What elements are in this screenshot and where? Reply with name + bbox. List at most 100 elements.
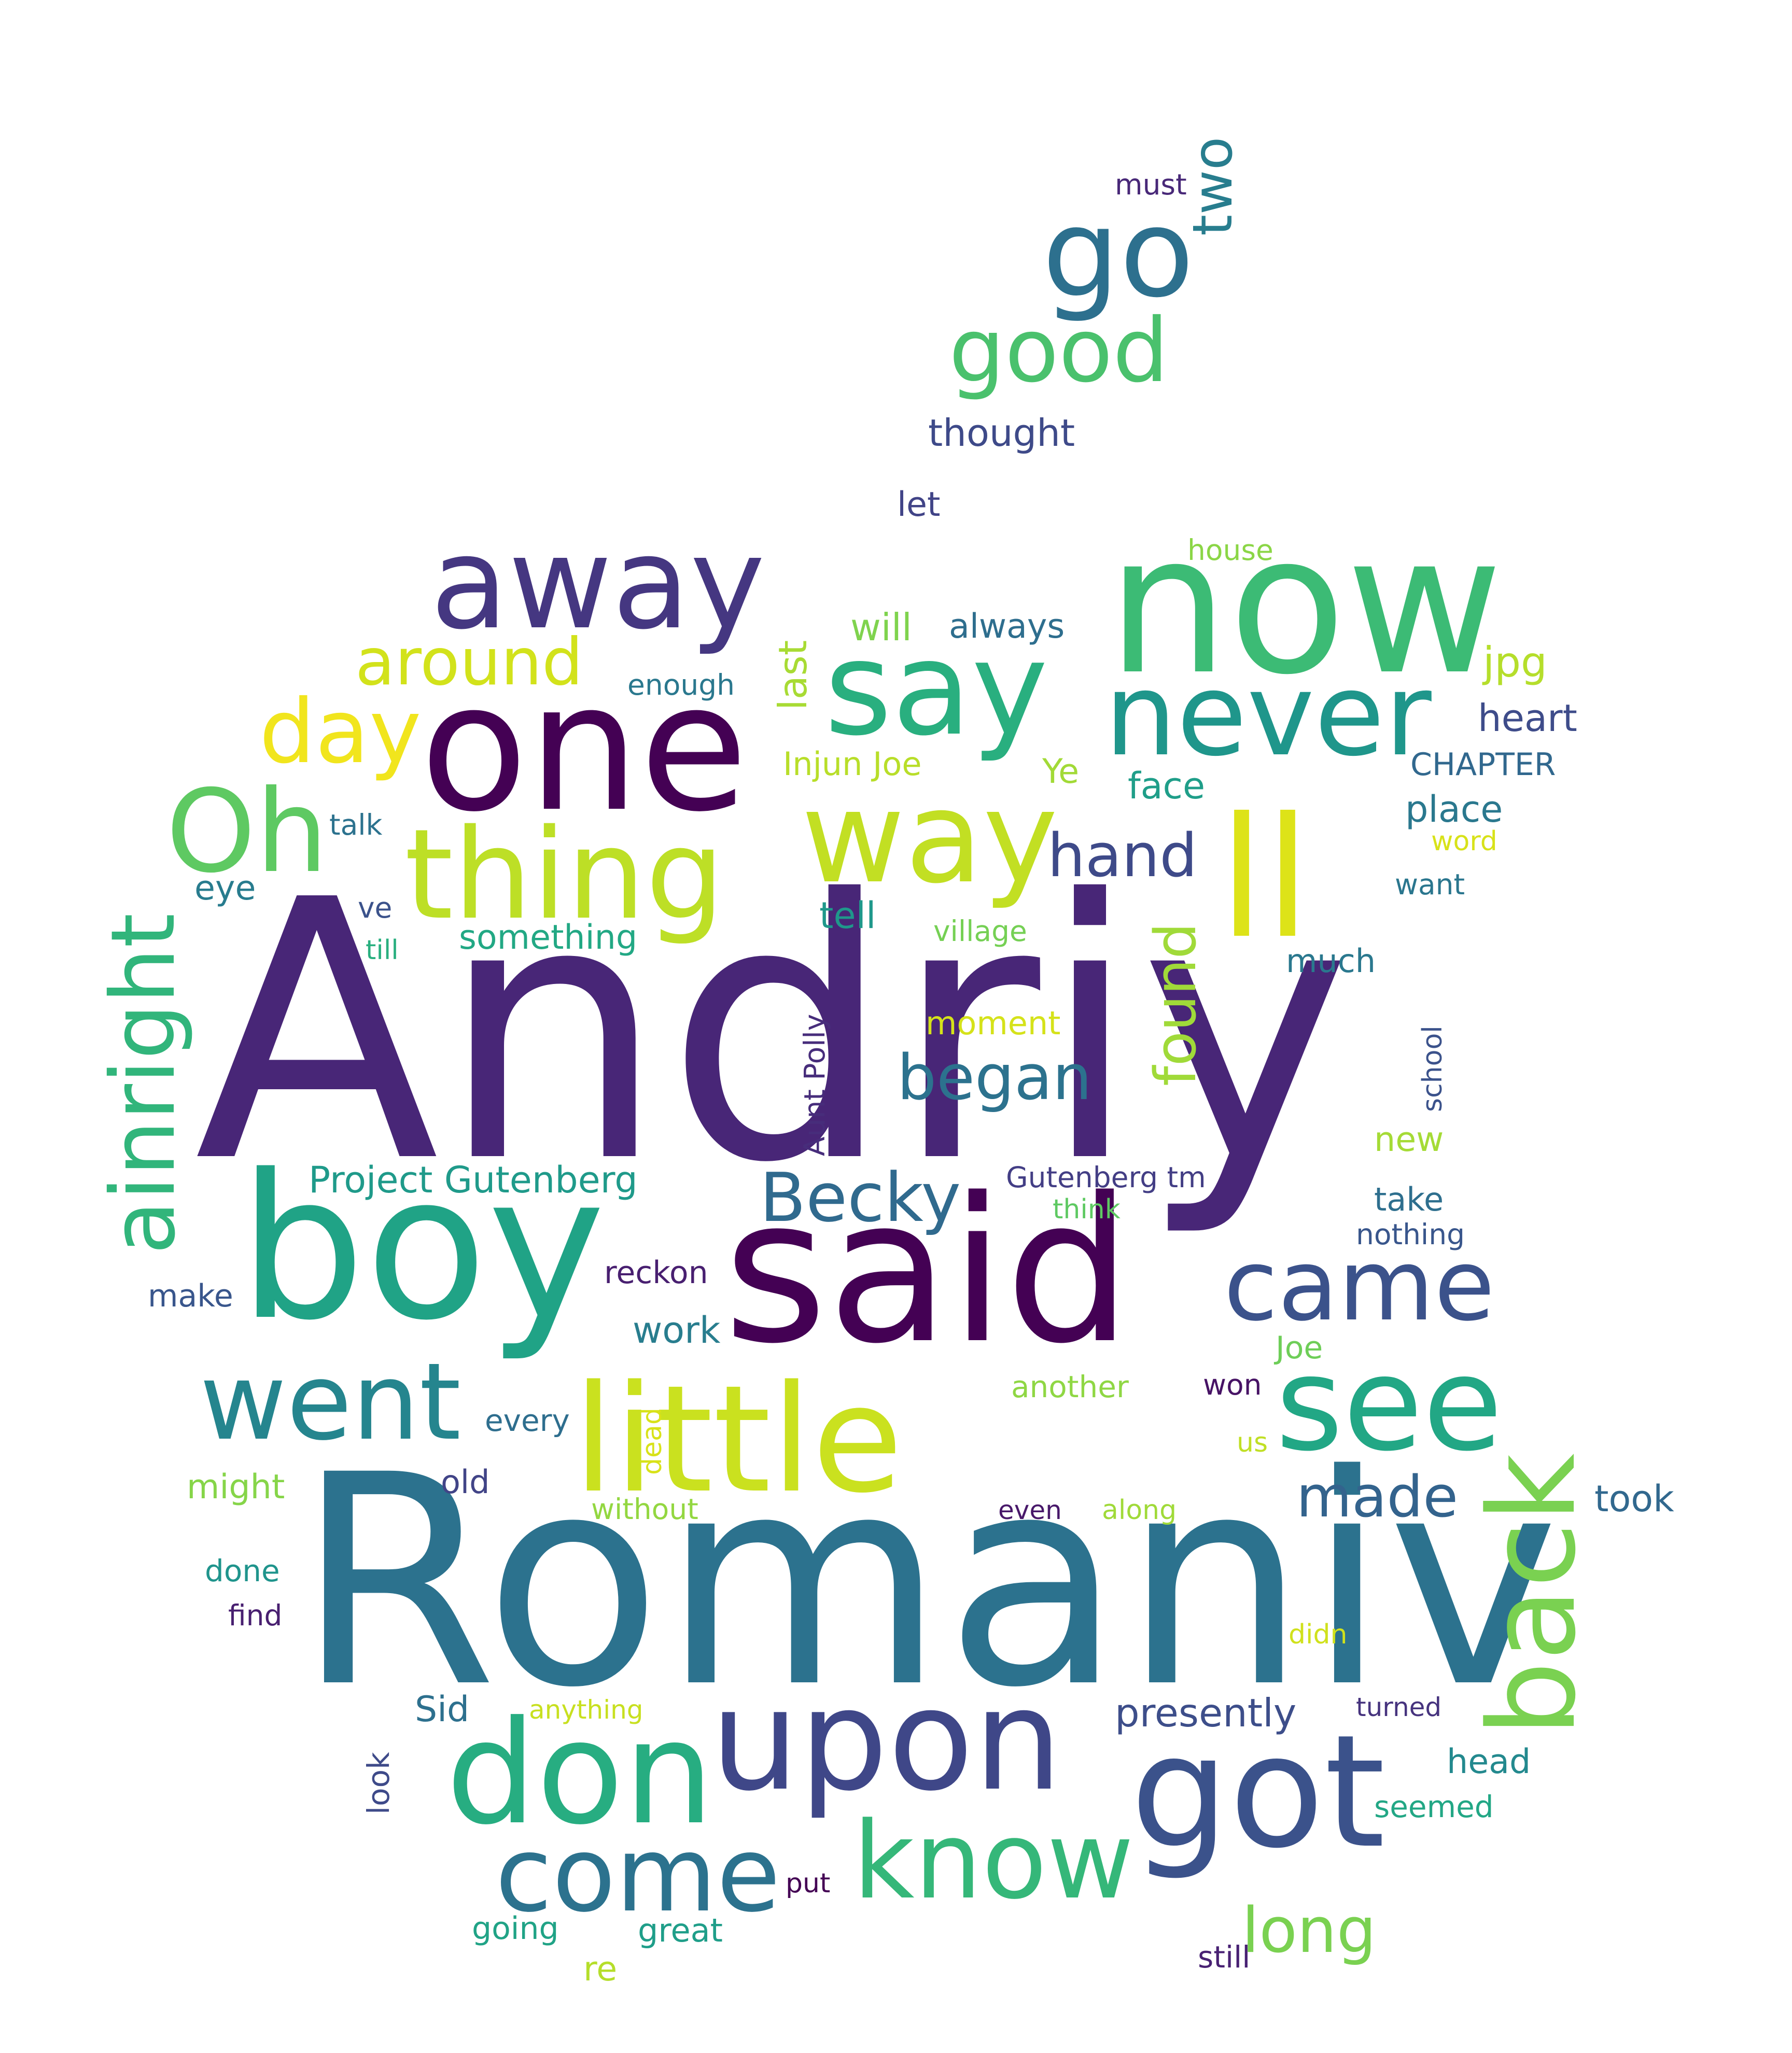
word-heart: heart <box>1478 696 1577 740</box>
word-make: make <box>148 1278 233 1314</box>
word-take: take <box>1374 1180 1444 1218</box>
word-never: never <box>1104 649 1432 781</box>
word-last: last <box>770 640 816 710</box>
word-new: new <box>1374 1120 1444 1159</box>
word-every: every <box>485 1403 570 1438</box>
word-didn: didn <box>1289 1619 1347 1650</box>
word-presently: presently <box>1115 1690 1296 1736</box>
word-something: something <box>459 918 637 957</box>
word-said: said <box>723 1155 1132 1387</box>
word-sid: Sid <box>415 1689 469 1730</box>
word-seemed: seemed <box>1374 1789 1494 1824</box>
word-must: must <box>1115 168 1187 201</box>
word-school: school <box>1417 1025 1448 1112</box>
word-now: now <box>1107 494 1503 717</box>
word-great: great <box>638 1911 723 1949</box>
word-word: word <box>1431 826 1497 857</box>
word-us: us <box>1237 1427 1268 1458</box>
word-re: re <box>583 1950 617 1989</box>
word-even: even <box>998 1495 1062 1525</box>
word-aunt-polly: Aunt Polly <box>798 1014 831 1156</box>
word-another: another <box>1011 1369 1129 1404</box>
word-boy: boy <box>239 1132 606 1364</box>
word-going: going <box>472 1910 559 1947</box>
word-away: away <box>430 510 765 657</box>
word-took: took <box>1594 1478 1674 1520</box>
word-turned: turned <box>1356 1692 1441 1722</box>
word-work: work <box>633 1309 721 1352</box>
word-oh: Oh <box>166 765 328 898</box>
word-ainright: ainright <box>92 913 195 1255</box>
word-chapter: CHAPTER <box>1410 747 1556 783</box>
word-won: won <box>1203 1368 1262 1401</box>
word-back: back <box>1464 1453 1602 1737</box>
word-without: without <box>591 1493 698 1526</box>
word-might: might <box>187 1468 285 1507</box>
word-house: house <box>1187 533 1273 567</box>
word-think: think <box>1053 1194 1121 1225</box>
word-much: much <box>1286 942 1376 980</box>
word-don: don <box>446 1690 714 1856</box>
word-got: got <box>1130 1702 1385 1882</box>
word-one: one <box>420 645 748 851</box>
word-made: made <box>1296 1464 1458 1530</box>
word-jpg: jpg <box>1482 638 1547 686</box>
word-head: head <box>1447 1742 1531 1781</box>
word-face: face <box>1128 765 1205 807</box>
word-anything: anything <box>529 1695 643 1725</box>
word-village: village <box>933 915 1027 948</box>
word-ye: Ye <box>1042 752 1079 791</box>
word-went: went <box>200 1341 461 1464</box>
word-began: began <box>897 1042 1092 1114</box>
word-thing: thing <box>404 802 724 947</box>
word-hand: hand <box>1047 821 1197 891</box>
word-know: know <box>853 1799 1134 1923</box>
word-thought: thought <box>928 411 1075 455</box>
word-see: see <box>1276 1329 1503 1480</box>
word-joe: Joe <box>1273 1330 1323 1366</box>
word-came: came <box>1224 1228 1495 1343</box>
word-find: find <box>228 1599 282 1632</box>
word-always: always <box>949 607 1065 646</box>
word-look: look <box>361 1752 396 1815</box>
word-eye: eye <box>194 869 256 908</box>
word-project-gutenberg: Project Gutenberg <box>309 1159 638 1201</box>
word-enough: enough <box>627 668 735 701</box>
word-gutenberg-tm: Gutenberg tm <box>1006 1161 1206 1194</box>
word-andriy: Andriy <box>194 824 1351 1241</box>
word-romaniv: Romaniv <box>296 1413 1559 1751</box>
word-till: till <box>366 935 399 966</box>
word-put: put <box>786 1868 830 1899</box>
word-still: still <box>1198 1939 1250 1975</box>
word-reckon: reckon <box>604 1255 708 1291</box>
word-nothing: nothing <box>1356 1218 1465 1251</box>
word-long: long <box>1242 1895 1376 1967</box>
word-little: little <box>573 1354 903 1526</box>
word-let: let <box>897 485 941 524</box>
word-dead: dead <box>637 1408 668 1475</box>
word-say: say <box>824 613 1048 764</box>
word-ve: ve <box>358 891 392 924</box>
word-ll: ll <box>1219 782 1311 975</box>
word-found: found <box>1142 923 1209 1086</box>
word-around: around <box>355 625 583 700</box>
word-upon: upon <box>710 1658 1062 1822</box>
word-old: old <box>441 1463 490 1501</box>
word-becky: Becky <box>760 1158 961 1237</box>
word-come: come <box>495 1815 780 1935</box>
word-day: day <box>259 681 422 783</box>
word-along: along <box>1102 1495 1177 1526</box>
word-want: want <box>1395 868 1465 901</box>
word-place: place <box>1405 788 1503 831</box>
word-will: will <box>850 606 912 649</box>
word-done: done <box>205 1553 280 1588</box>
word-go: go <box>1042 183 1194 325</box>
word-two: two <box>1181 137 1244 236</box>
word-injun-joe: Injun Joe <box>783 745 921 783</box>
word-good: good <box>949 300 1169 402</box>
word-talk: talk <box>329 808 383 841</box>
word-moment: moment <box>926 1004 1060 1042</box>
